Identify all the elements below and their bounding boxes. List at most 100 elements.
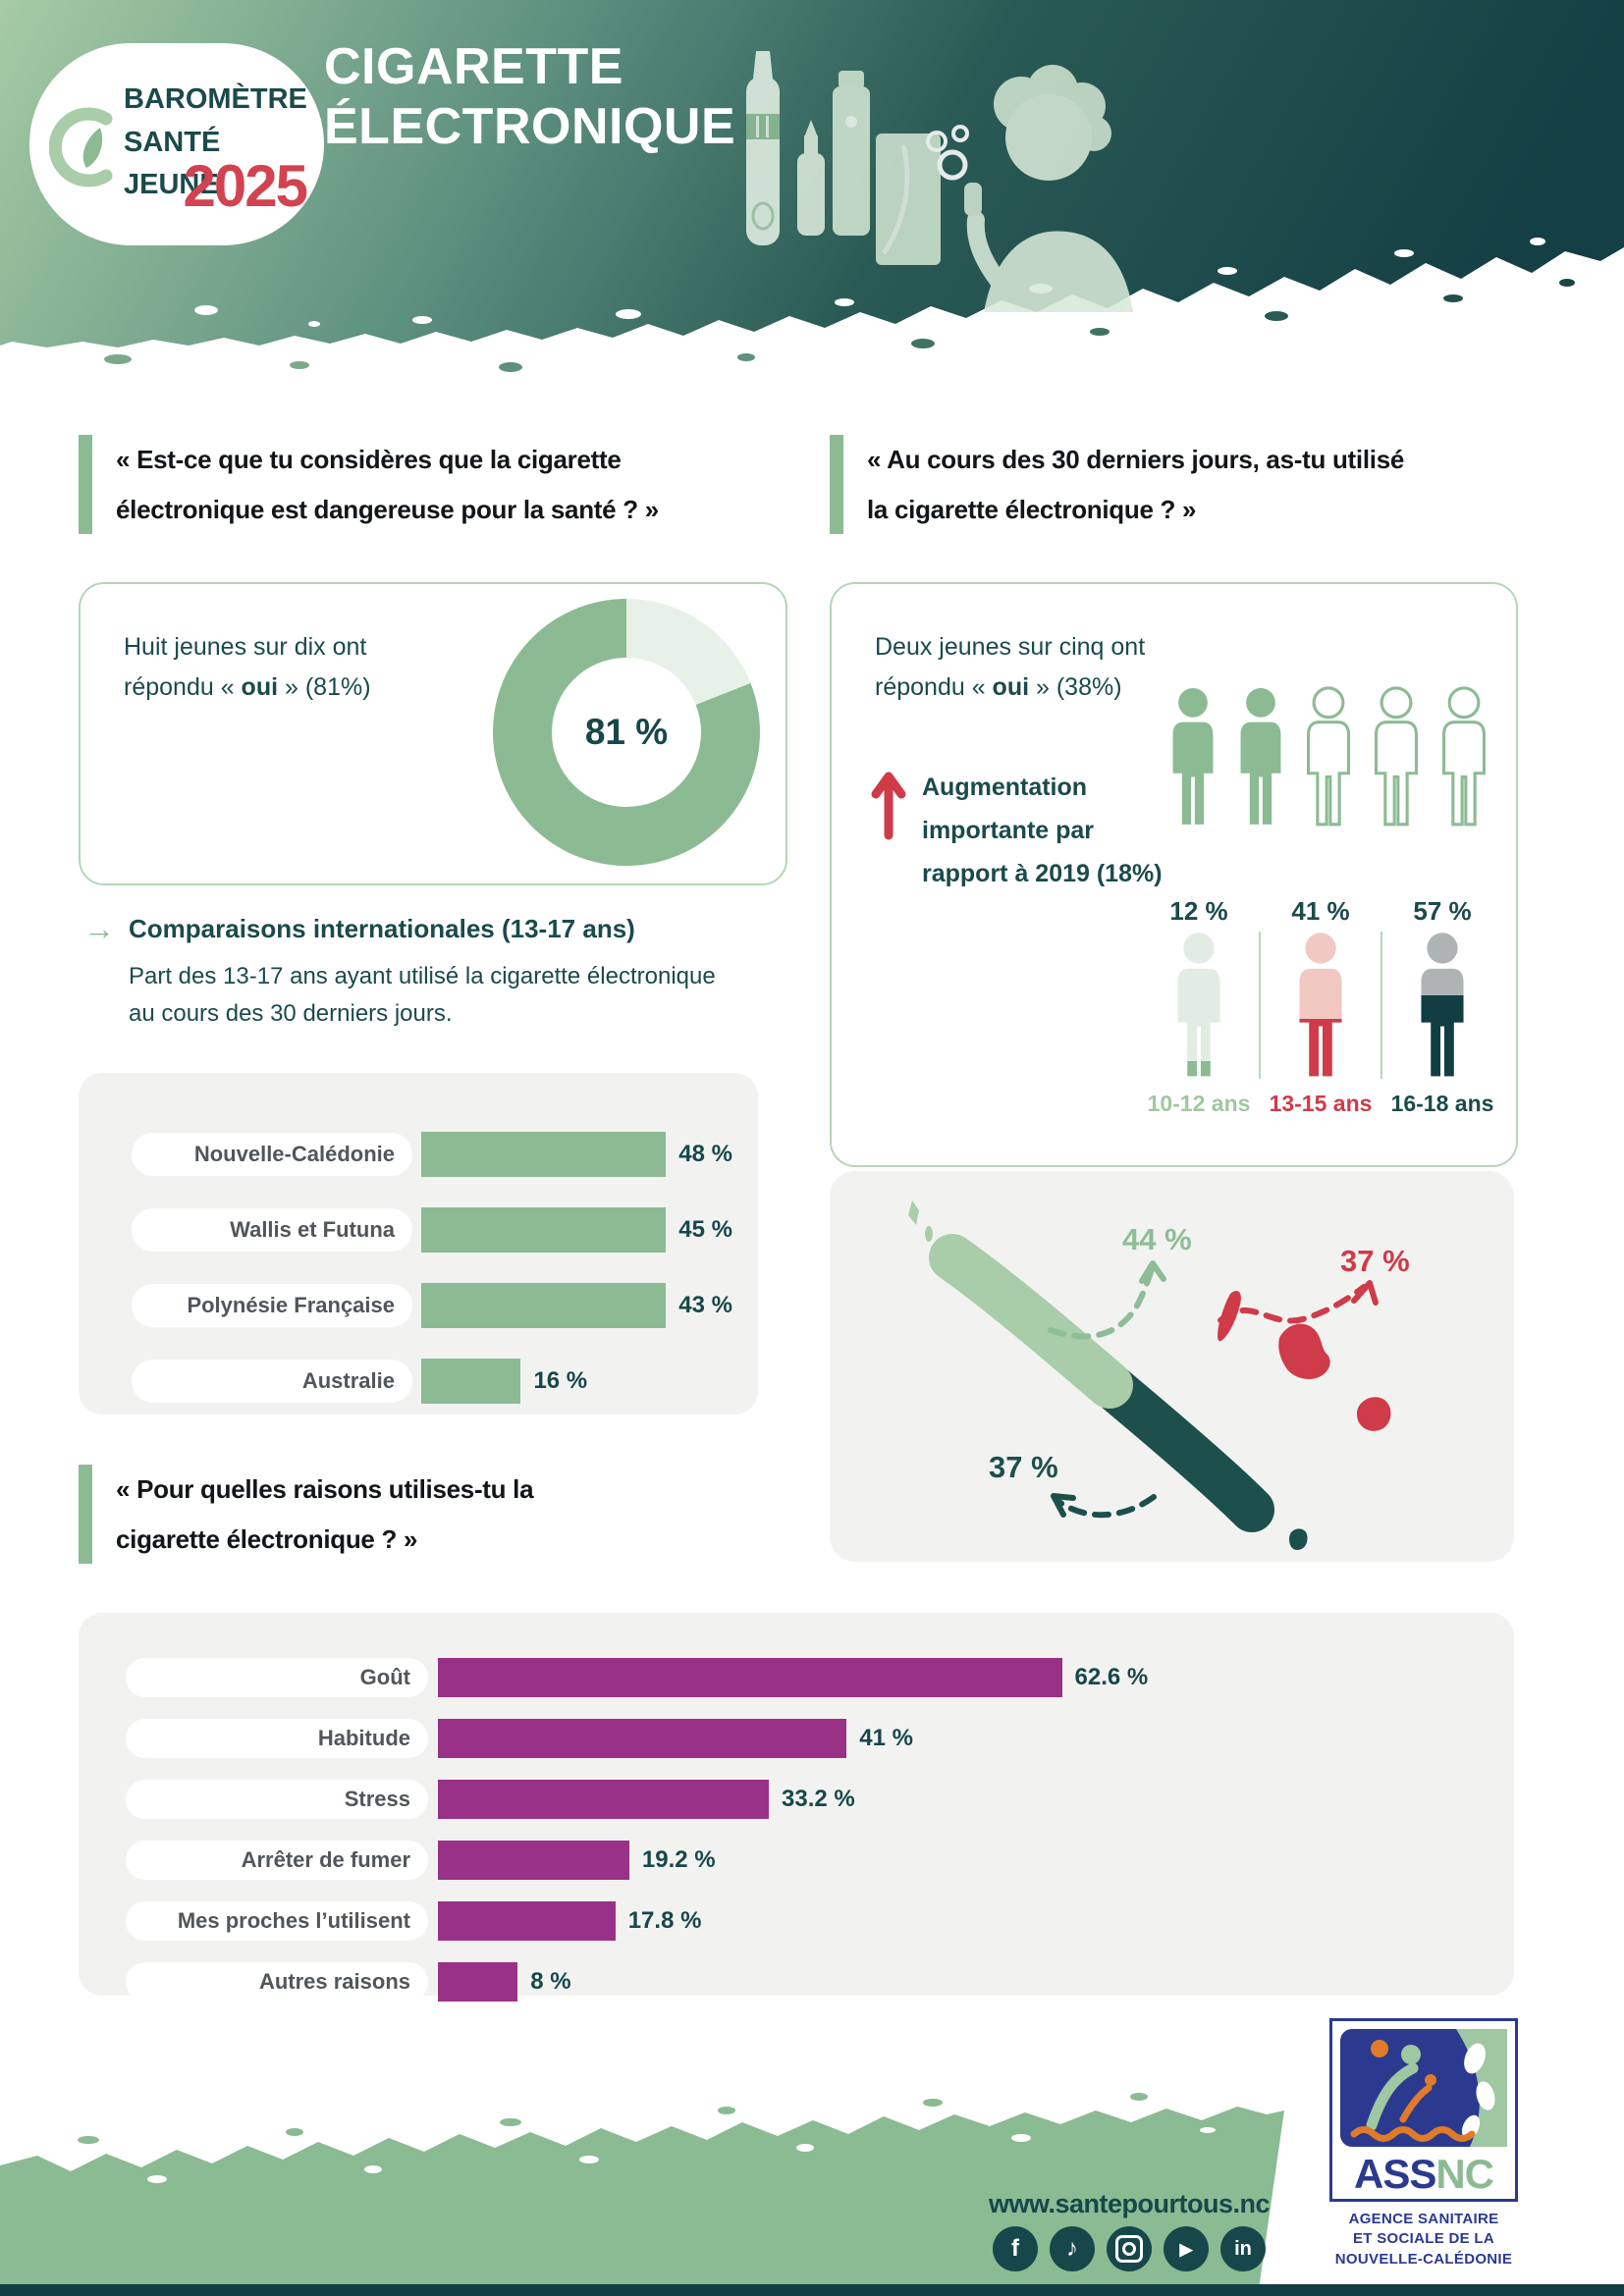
question-1-line2: électronique est dangereuse pour la sant… [116,494,659,524]
q1-stat-card: Huit jeunes sur dix ont répondu « oui » … [79,582,787,885]
donut-hole: 81 % [552,658,701,807]
bar-category-label: Polynésie Française [132,1284,412,1327]
assnc-logo-box: ASSNC [1329,2018,1518,2203]
tiktok-icon[interactable]: ♪ [1050,2226,1095,2271]
bar-value-label: 45 % [678,1216,732,1243]
intl-bar-chart: Nouvelle-Calédonie 48 % Wallis et Futuna… [79,1073,758,1415]
age-group-16-18: 57 % 16-18 ans [1382,896,1502,1117]
intl-description: Part des 13-17 ans ayant utilisé la ciga… [129,958,716,1034]
bar [438,1841,629,1880]
bar-value-label: 33.2 % [782,1786,855,1812]
bar-category-label: Australie [132,1360,412,1403]
person-icon-partial-fill [1160,932,1238,1079]
youtube-icon[interactable]: ▶ [1164,2226,1209,2271]
increase-line3: rapport à 2019 (18%) [922,859,1163,887]
bar-category-label: Habitude [126,1719,428,1758]
age-group-13-15: 41 % 13-15 ans [1261,896,1380,1117]
increase-text: Augmentation importante par rapport à 20… [922,767,1163,895]
map-lifou [1278,1323,1330,1379]
bar-row: Wallis et Futuna 45 % [132,1207,732,1253]
new-caledonia-map: 44 % 37 % 37 % [830,1171,1514,1562]
intl-title: Comparaisons internationales (13-17 ans) [129,914,635,943]
divider [1380,932,1382,1079]
footer-wave [0,2093,1284,2296]
increase-line1: Augmentation [922,774,1088,801]
person-icon-outline [1298,682,1359,831]
assnc-logo: ASSNC AGENCE SANITAIRE ET SOCIALE DE LA … [1329,2018,1518,2269]
bar [438,1901,616,1941]
map-ile-des-pins [1289,1528,1308,1550]
right-arrow-icon: → [83,911,115,946]
intl-desc-line1: Part des 13-17 ans ayant utilisé la ciga… [129,963,716,989]
logo-line-2: SANTÉ [124,126,221,158]
page-title-line2: ÉLECTRONIQUE [324,98,736,156]
page-title-line1: CIGARETTE [324,38,623,95]
bar-row: Polynésie Française 43 % [132,1283,732,1328]
bar-category-label: Stress [126,1780,428,1819]
divider [1259,932,1261,1079]
age-group-label: 13-15 ans [1269,1091,1373,1116]
bar-value-label: 62.6 % [1074,1664,1149,1690]
question-2-line1: « Au cours des 30 derniers jours, as-tu … [867,445,1405,474]
vape-pen-icon [746,51,780,245]
social-icons: f ♪ ▶ in [972,2226,1286,2271]
arrow-loyalty [1218,1284,1367,1324]
increase-line2: importante par [922,816,1095,844]
age-value-label: 41 % [1291,896,1350,926]
bar-category-label: Wallis et Futuna [132,1208,412,1252]
intl-desc-line2: au cours des 30 derniers jours. [129,1000,453,1028]
question-2-line2: la cigarette électronique ? » [867,494,1197,524]
bar-row: Autres raisons 8 % [126,1962,1485,2002]
vape-illustration [746,51,1133,312]
bar-value-label: 19.2 % [641,1846,716,1873]
question-2-heading: « Au cours des 30 derniers jours, as-tu … [830,435,1405,535]
facebook-icon[interactable]: f [993,2226,1038,2271]
map-mare [1356,1397,1391,1431]
bar [438,1719,847,1758]
bar [438,1780,770,1819]
q2-stat-card: Deux jeunes sur cinq ont répondu « oui »… [830,582,1518,1167]
bar [438,1962,518,2002]
intl-heading: → Comparaisons internationales (13-17 an… [83,911,635,947]
bar-value-label: 48 % [678,1141,732,1167]
bar-value-label: 17.8 % [627,1907,702,1934]
bar-value-label: 16 % [533,1367,588,1394]
assnc-wordmark: ASSNC [1353,2151,1494,2197]
vape-mod-icon [833,71,870,236]
bottom-strip [0,2284,1624,2296]
website-url[interactable]: www.santepourtous.nc [988,2189,1271,2218]
logo-line-1: BAROMÈTRE [124,83,307,115]
arrow-south [1055,1494,1157,1519]
age-group-label: 16-18 ans [1390,1091,1494,1116]
linkedin-icon[interactable]: in [1220,2226,1266,2271]
arrowhead-loyalty [1351,1280,1379,1306]
instagram-icon[interactable] [1107,2226,1152,2271]
assnc-logo-art [1340,2029,1507,2147]
q2-stat-text: Deux jeunes sur cinq ont répondu « oui »… [875,627,1145,709]
age-group-10-12: 12 % 10-12 ans [1139,896,1259,1117]
bar-row: Stress 33.2 % [126,1780,1485,1819]
question-3-line1: « Pour quelles raisons utilises-tu la [116,1474,534,1504]
bar-value-label: 43 % [678,1292,732,1318]
person-icon-outline [1434,682,1494,831]
map-islet [925,1226,933,1242]
age-value-label: 57 % [1413,896,1472,926]
bar-category-label: Autres raisons [126,1962,428,2002]
bar-category-label: Nouvelle-Calédonie [132,1133,412,1176]
bar-category-label: Arrêter de fumer [126,1841,428,1880]
bar [421,1132,667,1177]
q1-stat-bold: oui [241,673,279,702]
bar-value-label: 41 % [859,1725,913,1751]
logo-year: 2025 [183,153,308,219]
age-group-label: 10-12 ans [1147,1091,1251,1116]
bar [421,1283,667,1328]
question-1-heading: « Est-ce que tu considères que la cigare… [79,435,659,535]
map-province-nord [929,1234,1133,1409]
q1-stat-prefix: répondu « [124,673,242,702]
footer-white-specks [147,2127,1216,2183]
map-islet [908,1201,919,1225]
age-value-label: 12 % [1169,896,1228,926]
q2-stat-prefix: répondu « [875,673,993,702]
gauge-icon [49,107,113,187]
map-value-loyalty: 37 % [1340,1244,1410,1278]
